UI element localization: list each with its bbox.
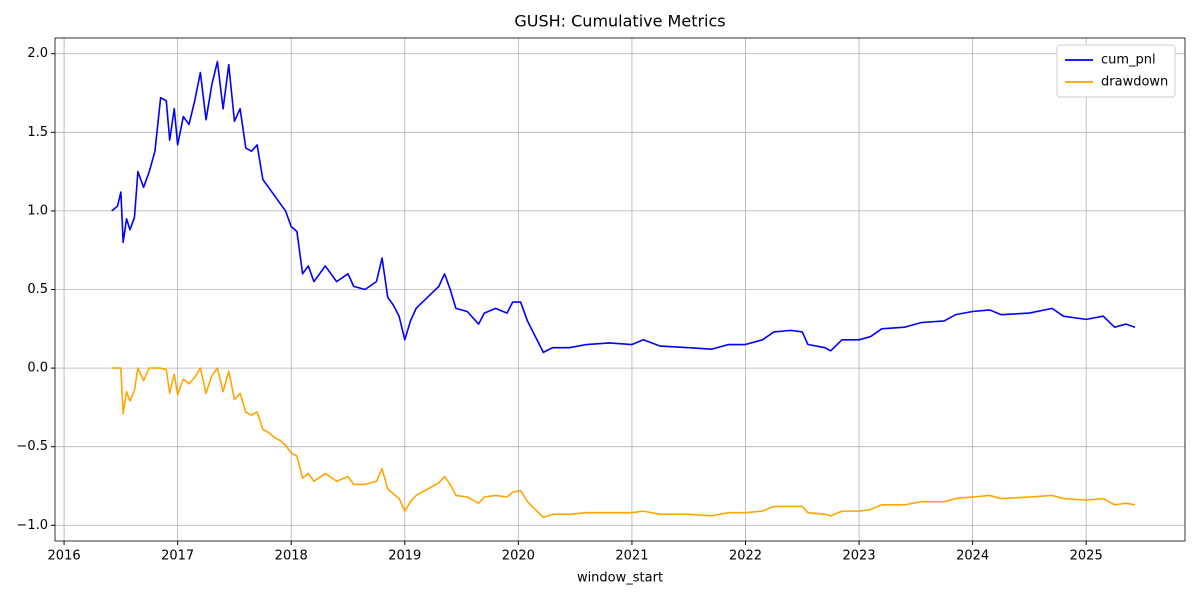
x-tick-label: 2024 — [956, 549, 989, 564]
y-tick-label: −0.5 — [16, 439, 48, 454]
x-tick-label: 2022 — [729, 549, 762, 564]
legend-label: drawdown — [1101, 75, 1168, 90]
series-line — [111, 367, 1136, 519]
x-tick-label: 2020 — [502, 549, 535, 564]
y-tick-label: 2.0 — [27, 46, 48, 61]
x-tick-label: 2017 — [161, 549, 194, 564]
chart-title: GUSH: Cumulative Metrics — [514, 12, 725, 31]
x-tick-label: 2018 — [275, 549, 308, 564]
x-tick-label: 2023 — [843, 549, 876, 564]
x-axis-label: window_start — [577, 571, 663, 586]
x-tick-label: 2016 — [48, 549, 81, 564]
x-tick-label: 2025 — [1070, 549, 1103, 564]
series-line — [111, 60, 1136, 354]
y-tick-label: 1.5 — [27, 125, 48, 140]
legend-box — [1056, 44, 1176, 98]
x-tick-label: 2019 — [388, 549, 421, 564]
y-tick-label: −1.0 — [16, 518, 48, 533]
y-tick-label: 0.5 — [27, 282, 48, 297]
y-tick-label: 0.0 — [27, 361, 48, 376]
x-tick-label: 2021 — [615, 549, 648, 564]
plot-frame — [54, 37, 1186, 542]
y-tick-label: 1.0 — [27, 203, 48, 218]
legend-label: cum_pnl — [1101, 53, 1156, 68]
